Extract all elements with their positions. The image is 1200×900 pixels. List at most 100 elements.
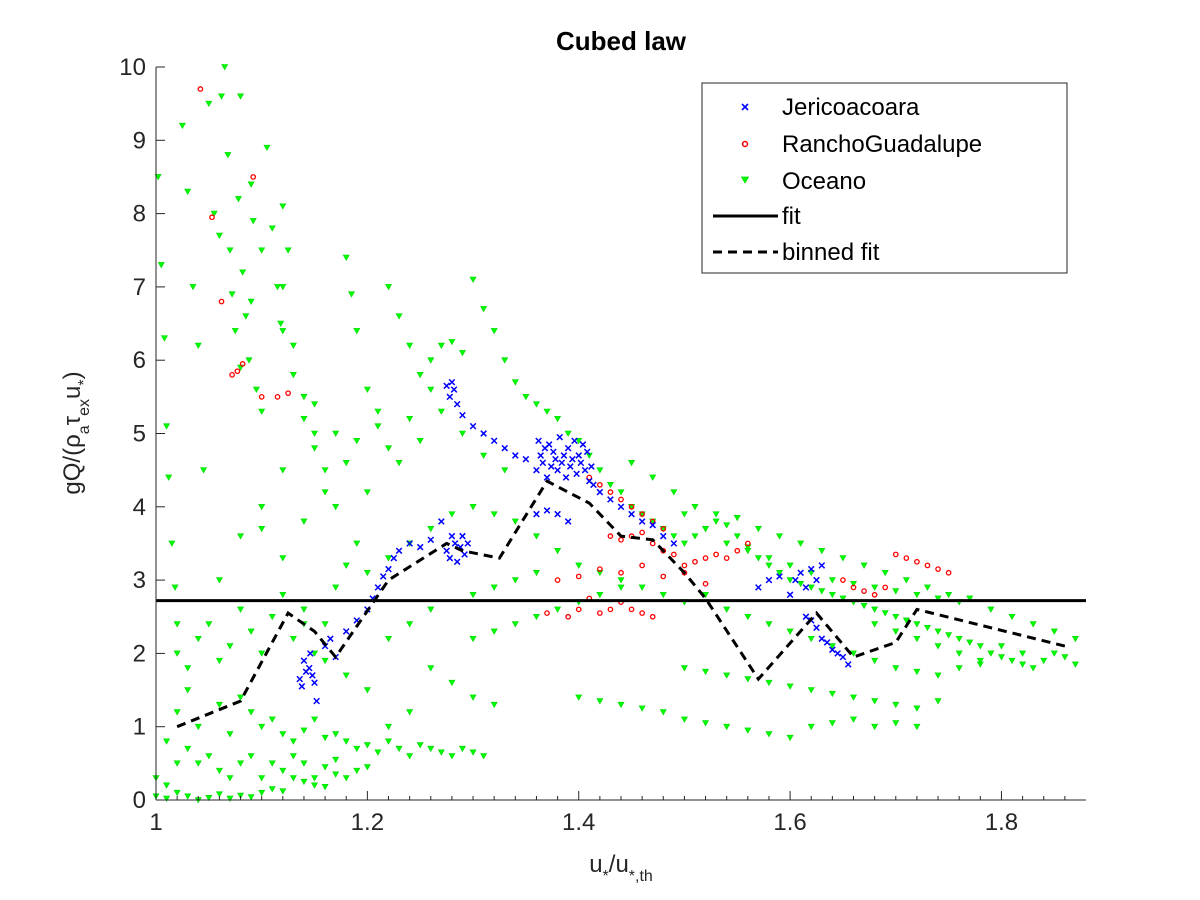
data-point <box>480 306 488 313</box>
data-point <box>469 276 477 283</box>
data-point <box>849 580 858 588</box>
data-point <box>723 723 731 731</box>
data-point <box>1008 657 1016 665</box>
data-point <box>279 284 287 291</box>
data-point <box>564 444 572 452</box>
data-point <box>543 474 551 481</box>
data-point <box>363 489 371 496</box>
data-point <box>882 584 889 591</box>
data-point <box>914 558 920 565</box>
data-point <box>543 408 551 415</box>
data-point <box>829 646 836 654</box>
data-point <box>443 382 450 390</box>
data-point <box>786 591 794 599</box>
legend-box <box>701 82 1068 274</box>
data-point <box>501 467 509 474</box>
data-point <box>702 555 709 561</box>
data-point <box>157 262 165 269</box>
fit-lines-layer <box>156 479 1086 729</box>
data-point <box>607 496 614 503</box>
data-point <box>163 423 171 430</box>
data-point <box>448 679 456 687</box>
data-point <box>575 573 582 580</box>
data-point <box>300 778 308 786</box>
data-point <box>224 152 232 159</box>
data-point <box>892 613 900 621</box>
data-point <box>285 390 291 397</box>
data-point <box>218 93 226 100</box>
data-point <box>353 438 361 445</box>
data-point <box>342 628 350 635</box>
data-point <box>581 466 589 474</box>
data-point <box>406 621 414 628</box>
data-point <box>564 518 572 525</box>
data-point <box>453 558 461 566</box>
data-point <box>723 672 731 679</box>
y-tick-label: 2 <box>133 640 146 667</box>
data-point <box>279 767 287 775</box>
data-point <box>617 489 625 496</box>
legend-label-jericoacoara: Jericoacoara <box>782 94 920 121</box>
data-point <box>226 775 234 782</box>
data-point <box>681 569 688 576</box>
data-point <box>416 372 424 379</box>
data-point <box>554 606 562 613</box>
data-point <box>554 466 561 474</box>
data-point <box>501 444 509 452</box>
data-point <box>306 650 314 657</box>
data-point <box>321 657 329 665</box>
data-point <box>902 577 910 584</box>
data-point <box>680 665 688 672</box>
data-point <box>247 628 255 635</box>
data-point <box>406 753 414 760</box>
data-point <box>289 635 297 643</box>
data-point <box>597 481 603 488</box>
data-point <box>823 639 831 646</box>
data-point <box>353 745 361 753</box>
data-point <box>279 328 287 335</box>
data-point <box>550 448 557 456</box>
data-point <box>590 481 597 489</box>
data-point <box>268 786 276 793</box>
data-point <box>935 566 941 572</box>
data-point <box>490 511 498 518</box>
data-point <box>446 554 454 562</box>
legend-marker-ranchoguadalupe <box>741 140 749 148</box>
data-point <box>966 639 974 646</box>
data-point <box>258 775 266 782</box>
chart-title: Cubed law <box>556 26 687 56</box>
data-point <box>638 584 646 591</box>
data-point <box>670 551 677 558</box>
y-tick-label: 1 <box>133 714 146 741</box>
data-point <box>776 533 784 540</box>
data-point <box>205 795 213 802</box>
data-point <box>247 709 255 716</box>
data-point <box>226 247 234 254</box>
data-point <box>247 181 255 188</box>
data-point <box>327 635 334 643</box>
data-point <box>268 760 276 767</box>
data-point <box>997 643 1005 650</box>
data-point <box>165 474 173 481</box>
data-point <box>221 64 229 71</box>
data-point <box>670 540 678 547</box>
data-point <box>987 606 995 613</box>
data-point <box>184 188 192 196</box>
data-point <box>839 595 847 602</box>
data-point <box>438 518 445 525</box>
data-point <box>649 474 657 481</box>
data-point <box>577 459 585 467</box>
data-point <box>881 569 889 577</box>
data-point <box>464 540 472 547</box>
data-point <box>289 738 297 745</box>
data-point <box>828 577 836 584</box>
data-point <box>406 342 414 349</box>
data-point <box>237 533 245 540</box>
data-point <box>353 328 361 335</box>
data-point <box>628 510 635 518</box>
y-tick-label: 10 <box>119 54 146 81</box>
data-point <box>839 653 847 661</box>
data-point <box>543 507 551 514</box>
data-point <box>311 401 319 408</box>
data-point <box>448 378 456 386</box>
